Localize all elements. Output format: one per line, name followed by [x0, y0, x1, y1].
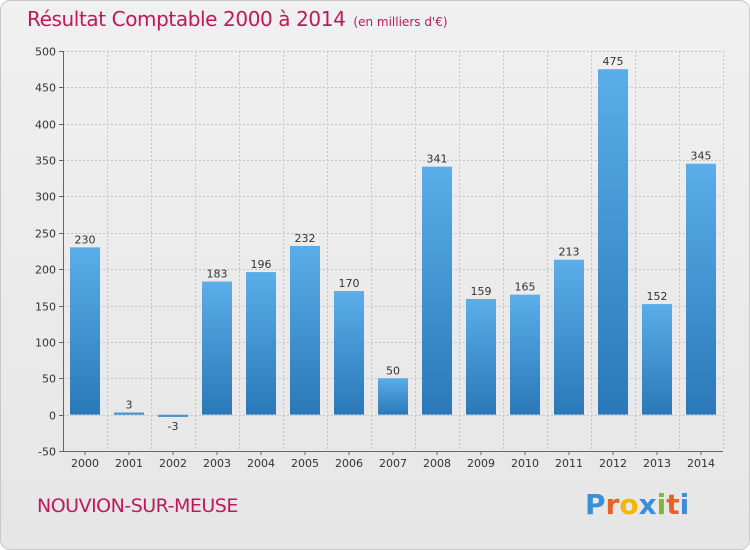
y-tick-label: 200 [35, 264, 56, 277]
x-tick-label: 2010 [511, 457, 539, 470]
x-tick-label: 2013 [643, 457, 671, 470]
x-tick-label: 2008 [423, 457, 451, 470]
data-label: 170 [339, 277, 360, 290]
data-label: 196 [251, 258, 272, 271]
bar [158, 414, 188, 417]
proxiti-logo: Proxiti [585, 488, 689, 521]
bar [334, 291, 364, 415]
logo-letter: i [656, 488, 667, 521]
x-tick-label: 2009 [467, 457, 495, 470]
bar [114, 412, 144, 415]
bar [202, 281, 232, 415]
bar [246, 272, 276, 415]
x-tick-label: 2006 [335, 457, 363, 470]
data-label: -3 [168, 420, 179, 433]
chart-title: Résultat Comptable 2000 à 2014 (en millie… [27, 7, 448, 31]
x-tick-label: 2011 [555, 457, 583, 470]
data-label: 475 [603, 55, 624, 68]
commune-name: NOUVION-SUR-MEUSE [37, 495, 238, 517]
x-tick-label: 2005 [291, 457, 319, 470]
data-label: 165 [515, 281, 536, 294]
bar [598, 69, 628, 415]
data-label: 183 [207, 268, 228, 281]
y-tick-label: 450 [35, 82, 56, 95]
y-tick-label: 400 [35, 119, 56, 132]
chart-subtitle: (en milliers d'€) [353, 15, 448, 29]
logo-letter: i [679, 488, 690, 521]
y-tick-label: 100 [35, 337, 56, 350]
y-tick-label: 150 [35, 301, 56, 314]
bar [554, 259, 584, 415]
data-label: 345 [691, 150, 712, 163]
y-tick-label: 500 [35, 46, 56, 59]
y-tick-label: 0 [49, 410, 56, 423]
data-label: 232 [295, 232, 316, 245]
data-label: 152 [647, 290, 668, 303]
bar [686, 163, 716, 415]
logo-letter: P [585, 488, 606, 521]
x-tick-label: 2000 [71, 457, 99, 470]
bar [422, 166, 452, 415]
data-label: 50 [386, 364, 400, 377]
data-label: 230 [75, 233, 96, 246]
x-tick-label: 2003 [203, 457, 231, 470]
y-tick-label: -50 [38, 446, 56, 459]
y-tick-label: 350 [35, 155, 56, 168]
logo-letter: r [605, 488, 620, 521]
x-tick-label: 2007 [379, 457, 407, 470]
bar [466, 299, 496, 415]
y-tick-label: 50 [42, 373, 56, 386]
data-label: 341 [427, 153, 448, 166]
data-label: 213 [559, 246, 580, 259]
x-tick-label: 2001 [115, 457, 143, 470]
data-label: 3 [126, 398, 133, 411]
x-tick-label: 2004 [247, 457, 275, 470]
bar [510, 294, 540, 415]
y-tick-label: 300 [35, 191, 56, 204]
bar [70, 247, 100, 415]
logo-letter: t [666, 488, 680, 521]
bar [642, 304, 672, 415]
logo-letter: o [619, 488, 639, 521]
title-text: Résultat Comptable 2000 à 2014 [27, 7, 346, 31]
x-tick-label: 2002 [159, 457, 187, 470]
y-tick-label: 250 [35, 228, 56, 241]
bar [378, 378, 408, 415]
bar [290, 245, 320, 415]
x-tick-label: 2014 [687, 457, 715, 470]
data-label: 159 [471, 285, 492, 298]
logo-letter: x [638, 488, 657, 521]
x-tick-label: 2012 [599, 457, 627, 470]
